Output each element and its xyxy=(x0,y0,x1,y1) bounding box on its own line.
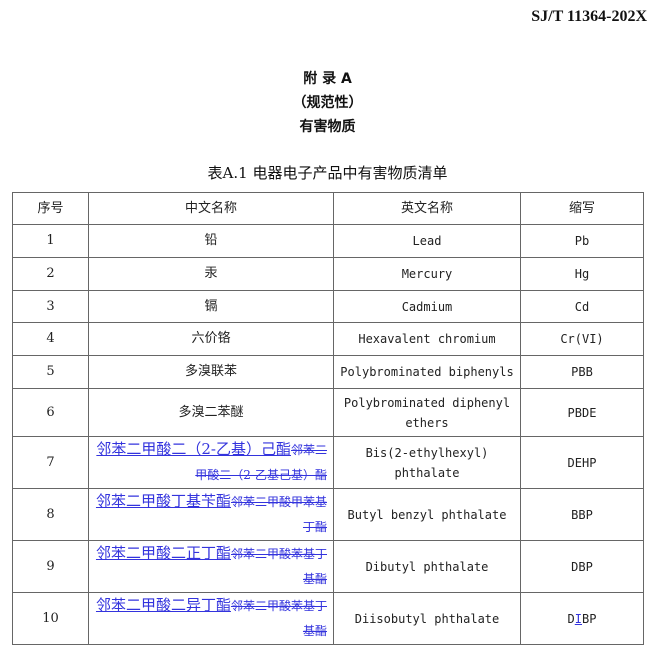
en-name: Hexavalent chromium xyxy=(333,322,521,356)
standard-id: SJ/T 11364-202X xyxy=(531,8,647,25)
cell-text: 铅 xyxy=(204,233,218,248)
cell-text: 多溴联苯 xyxy=(184,364,237,379)
cn-name: 邻苯二甲酸二异丁酯邻苯二甲酸苯基丁基酯 xyxy=(88,592,334,645)
en-name: Bis(2-ethylhexyl) phthalate xyxy=(333,436,521,489)
deleted-text: 邻苯二甲酸二（2-乙基己基）酯 xyxy=(195,443,327,482)
appendix-title: 附 录 A xyxy=(303,71,352,87)
abbr: Cr(VI) xyxy=(520,322,644,356)
row-number: 2 xyxy=(12,257,89,291)
table-row: 10 邻苯二甲酸二异丁酯邻苯二甲酸苯基丁基酯 Diisobutyl phthalat… xyxy=(12,592,644,645)
en-name: Cadmium xyxy=(333,290,521,323)
abbr: Hg xyxy=(520,257,644,291)
abbr: BBP xyxy=(520,488,644,541)
inserted-text: I xyxy=(574,611,582,626)
row-number: 4 xyxy=(12,322,89,356)
cn-name: 汞 xyxy=(88,257,334,291)
abbr: PBB xyxy=(520,355,644,389)
table-row: 5 多溴联苯 Polybrominated biphenyls PBB xyxy=(12,355,644,389)
deleted-text: 邻苯二甲酸苯基丁基酯 xyxy=(230,599,327,638)
en-name: Butyl benzyl phthalate xyxy=(333,488,521,541)
cell-text: DEHP xyxy=(567,455,597,470)
cell-text: Hg xyxy=(574,267,590,281)
cn-name: 邻苯二甲酸二正丁酯邻苯二甲酸苯基丁基酯 xyxy=(88,540,334,593)
hazardous-substances-table: 序号 中文名称 英文名称 缩写 1 铅 Lead Pb 2 汞 Mercury Hg 3 镉 Cad… xyxy=(12,192,644,645)
cell-text: 六价铬 xyxy=(191,331,231,346)
row-number: 9 xyxy=(12,540,89,593)
cell-text: BP xyxy=(582,611,597,626)
abbr: Pb xyxy=(520,224,644,258)
table-caption: 表A.1 电器电子产品中有害物质清单 xyxy=(207,164,448,182)
abbr: Cd xyxy=(520,290,644,323)
en-name: Mercury xyxy=(333,257,521,291)
deleted-text: 邻苯二甲酸苯基丁基酯 xyxy=(230,547,327,586)
deleted-text: 邻苯二甲酸甲苯基丁酯 xyxy=(230,495,327,534)
header-row: 序号 中文名称 英文名称 缩写 xyxy=(12,192,644,225)
header-en-name: 英文名称 xyxy=(333,192,521,225)
cn-name: 多溴二苯醚 xyxy=(88,388,334,437)
en-name: Polybrominated diphenyl ethers xyxy=(333,388,521,437)
row-number: 1 xyxy=(12,224,89,258)
row-number: 8 xyxy=(12,488,89,541)
inserted-text: 邻苯二甲酸二正丁酯 xyxy=(95,544,231,562)
row-number: 6 xyxy=(12,388,89,437)
cell-text: DBP xyxy=(571,559,593,574)
table-row: 2 汞 Mercury Hg xyxy=(12,257,644,291)
cn-name: 镉 xyxy=(88,290,334,323)
cell-text: Cd xyxy=(574,299,590,314)
cell-text: Pb xyxy=(574,234,590,248)
cell-text: 多溴二苯醚 xyxy=(178,404,244,420)
header-abbr: 缩写 xyxy=(520,192,644,225)
inserted-text: 邻苯二甲酸丁基苄酯 xyxy=(95,492,231,510)
table-row: 7 邻苯二甲酸二（2-乙基）己酯邻苯二甲酸二（2-乙基己基）酯 Bis(2-ethy… xyxy=(12,436,644,489)
en-name: Diisobutyl phthalate xyxy=(333,592,521,645)
cn-name: 多溴联苯 xyxy=(88,355,334,389)
table-row: 4 六价铬 Hexavalent chromium Cr(VI) xyxy=(12,322,644,356)
table-row: 6 多溴二苯醚 Polybrominated diphenyl ethers PBDE xyxy=(12,388,644,437)
appendix-nature: （规范性） xyxy=(292,95,363,111)
cell-text: PBDE xyxy=(567,405,597,420)
row-number: 7 xyxy=(12,436,89,489)
cell-text: 汞 xyxy=(204,266,218,281)
cn-name: 铅 xyxy=(88,224,334,258)
row-number: 3 xyxy=(12,290,89,323)
en-name: Lead xyxy=(333,224,521,258)
table-row: 9 邻苯二甲酸二正丁酯邻苯二甲酸苯基丁基酯 Dibutyl phthalate DBP xyxy=(12,540,644,593)
row-number: 5 xyxy=(12,355,89,389)
table-row: 8 邻苯二甲酸丁基苄酯邻苯二甲酸甲苯基丁酯 Butyl benzyl phthala… xyxy=(12,488,644,541)
cn-name: 邻苯二甲酸二（2-乙基）己酯邻苯二甲酸二（2-乙基己基）酯 xyxy=(88,436,334,489)
cell-text: 镉 xyxy=(204,298,218,314)
en-name: Polybrominated biphenyls xyxy=(333,355,521,389)
table-row: 3 镉 Cadmium Cd xyxy=(12,290,644,323)
inserted-text: 邻苯二甲酸二异丁酯 xyxy=(95,596,231,614)
header-cn-name: 中文名称 xyxy=(88,192,334,225)
cn-name: 六价铬 xyxy=(88,322,334,356)
cell-text: Cr(VI) xyxy=(560,332,604,346)
cn-name: 邻苯二甲酸丁基苄酯邻苯二甲酸甲苯基丁酯 xyxy=(88,488,334,541)
row-number: 10 xyxy=(12,592,89,645)
abbr: DIBP xyxy=(520,592,644,645)
cell-text: PBB xyxy=(571,365,593,379)
abbr: DBP xyxy=(520,540,644,593)
appendix-subject: 有害物质 xyxy=(299,119,356,135)
table-row: 1 铅 Lead Pb xyxy=(12,224,644,258)
header-no: 序号 xyxy=(12,192,89,225)
cell-text: BBP xyxy=(571,507,593,522)
abbr: PBDE xyxy=(520,388,644,437)
inserted-text: 邻苯二甲酸二（2-乙基）己酯 xyxy=(96,440,291,458)
cell-text: D xyxy=(567,611,575,626)
abbr: DEHP xyxy=(520,436,644,489)
en-name: Dibutyl phthalate xyxy=(333,540,521,593)
